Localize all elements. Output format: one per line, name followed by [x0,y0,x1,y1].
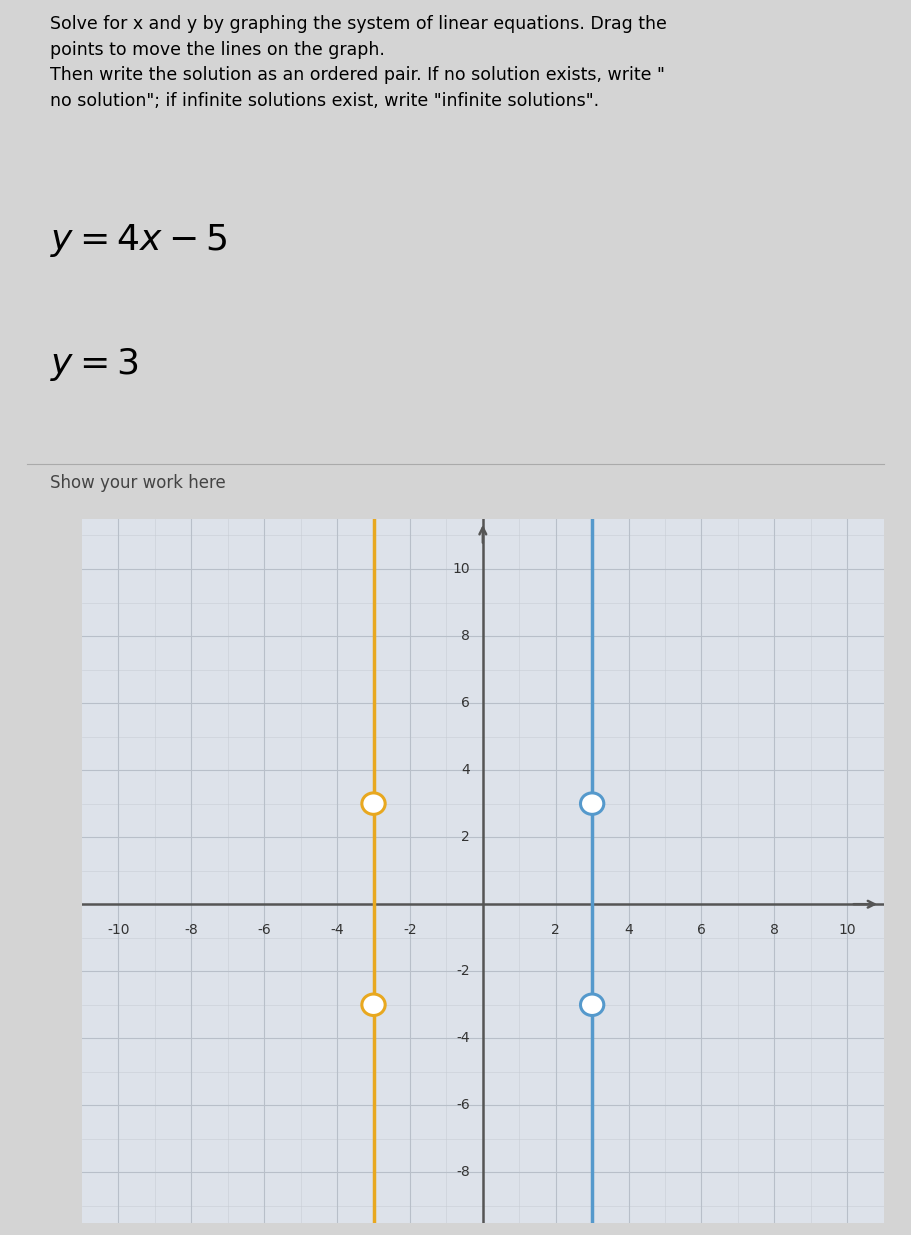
Text: -10: -10 [107,923,129,936]
Text: -8: -8 [456,1166,470,1179]
Text: -6: -6 [456,1098,470,1113]
Text: 6: 6 [461,697,470,710]
Circle shape [580,994,604,1015]
Circle shape [362,793,385,814]
Text: 8: 8 [770,923,779,936]
Text: 10: 10 [453,562,470,576]
Text: 6: 6 [697,923,706,936]
Circle shape [362,994,385,1015]
Text: -2: -2 [456,965,470,978]
Text: 4: 4 [461,763,470,777]
Text: $y = 4x - 5$: $y = 4x - 5$ [50,222,228,259]
Text: 2: 2 [551,923,560,936]
Text: -4: -4 [331,923,343,936]
Text: -2: -2 [404,923,416,936]
Circle shape [580,793,604,814]
Text: -6: -6 [257,923,271,936]
Text: $y = 3$: $y = 3$ [50,346,138,383]
Text: Solve for x and y by graphing the system of linear equations. Drag the
points to: Solve for x and y by graphing the system… [50,15,667,110]
Text: -4: -4 [456,1031,470,1045]
Text: 2: 2 [461,830,470,845]
Text: 4: 4 [624,923,633,936]
Text: -8: -8 [184,923,199,936]
Text: 10: 10 [838,923,856,936]
Text: 8: 8 [461,629,470,643]
Text: Show your work here: Show your work here [50,474,226,493]
